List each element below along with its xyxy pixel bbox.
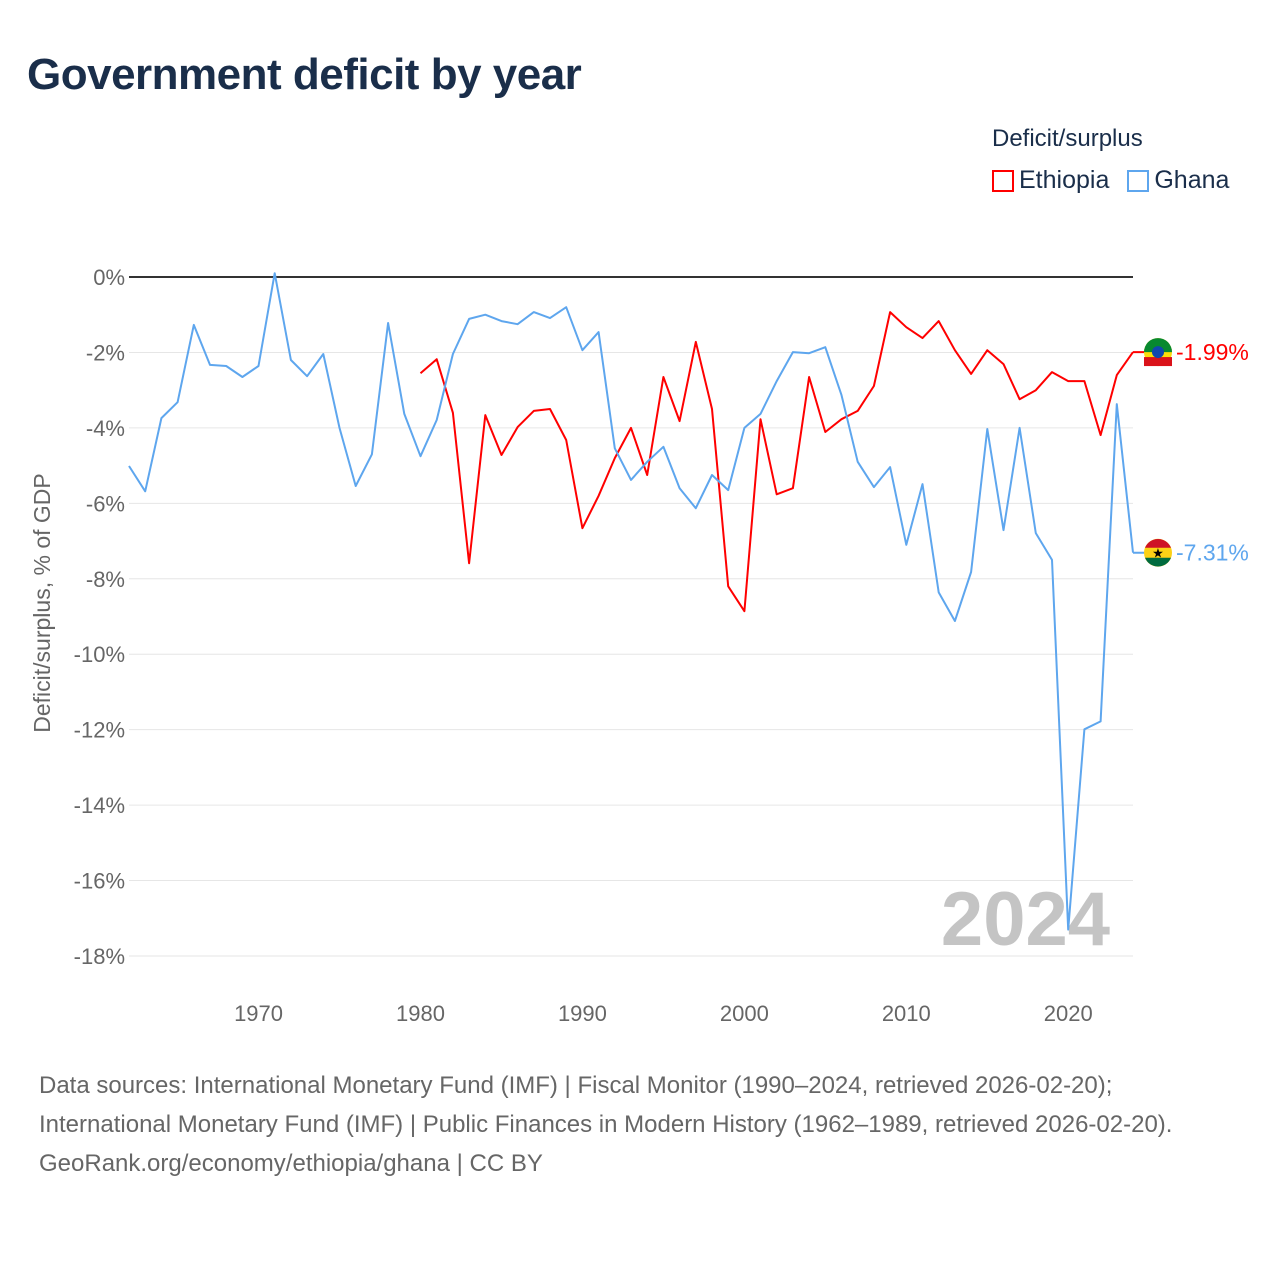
chart-title: Government deficit by year [27, 50, 582, 99]
legend-title: Deficit/surplus [992, 125, 1143, 152]
y-tick-label: -18% [74, 944, 125, 969]
x-tick-label: 1990 [558, 1001, 607, 1026]
data-sources: Data sources: International Monetary Fun… [39, 1072, 1173, 1138]
source-note: Data sources: International Monetary Fun… [39, 1066, 1239, 1183]
legend-item-ethiopia[interactable]: Ethiopia [992, 166, 1109, 195]
series-line-ghana [128, 272, 1134, 931]
y-tick-label: -10% [74, 642, 125, 667]
x-tick-label: 1980 [396, 1001, 445, 1026]
y-tick-label: -2% [86, 340, 125, 365]
legend-swatch-ghana [1127, 169, 1150, 192]
y-tick-label: -14% [74, 793, 125, 818]
attribution-link[interactable]: GeoRank.org/economy/ethiopia/ghana | CC … [39, 1150, 543, 1177]
end-value-label: -7.31% [1176, 540, 1249, 566]
legend-swatch-ethiopia [992, 169, 1014, 192]
y-tick-label: -4% [86, 416, 125, 441]
legend: Ethiopia Ghana [992, 166, 1229, 195]
flag-star: ★ [1152, 546, 1164, 561]
x-tick-label: 2020 [1044, 1001, 1093, 1026]
x-tick-label: 2000 [720, 1001, 769, 1026]
flag-stripe [1144, 338, 1172, 353]
flag-stripe [1145, 538, 1171, 548]
legend-label: Ethiopia [1019, 166, 1110, 194]
legend-label: Ghana [1154, 166, 1230, 194]
y-tick-label: -12% [74, 718, 125, 743]
y-tick-label: -6% [86, 491, 125, 516]
series-line-ethiopia [419, 311, 1134, 613]
legend-item-ghana[interactable]: Ghana [1127, 166, 1229, 195]
flag-stripe [1144, 357, 1172, 367]
y-tick-label: 0% [93, 265, 125, 290]
year-watermark: 2024 [941, 877, 1110, 962]
flag-emblem [1152, 346, 1164, 359]
end-value-label: -1.99% [1176, 339, 1249, 365]
flag-stripe [1145, 557, 1171, 567]
y-tick-label: -16% [74, 869, 125, 894]
x-tick-label: 1970 [234, 1001, 283, 1026]
x-tick-label: 2010 [882, 1001, 931, 1026]
y-tick-label: -8% [86, 567, 125, 592]
y-axis-label: Deficit/surplus, % of GDP [29, 473, 55, 732]
